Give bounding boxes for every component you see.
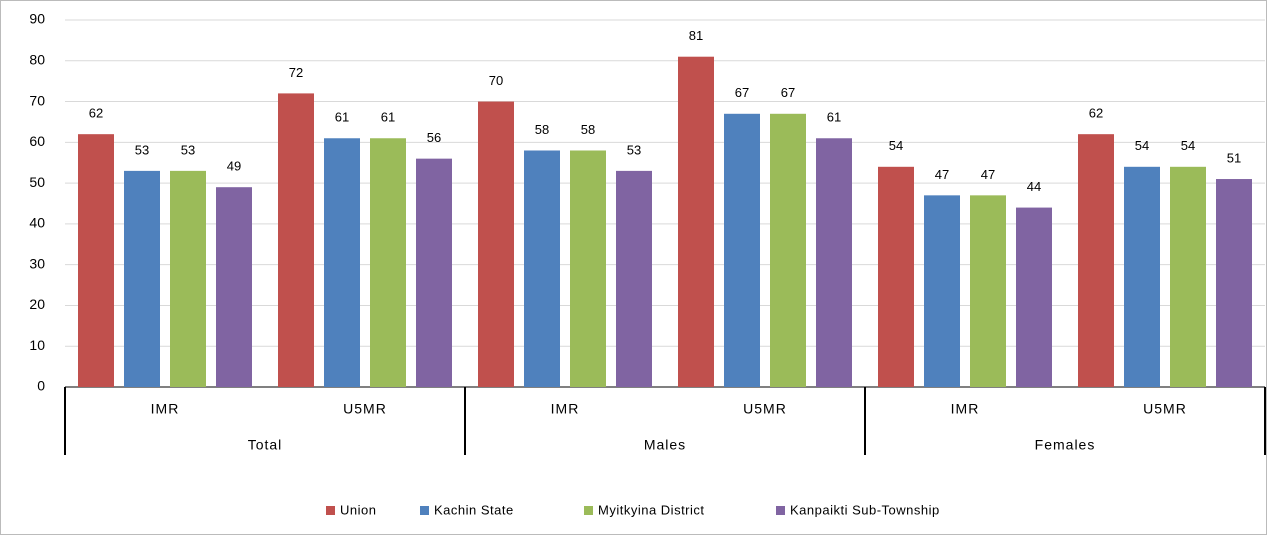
data-label: 67 [781, 85, 795, 100]
bar [370, 138, 406, 387]
data-label: 54 [1181, 138, 1195, 153]
x-tick-label: IMR [551, 401, 580, 417]
data-label: 61 [381, 110, 395, 125]
bar [924, 195, 960, 387]
bar [770, 113, 806, 388]
bar [1170, 166, 1206, 387]
data-label: 51 [1227, 150, 1241, 165]
bar [324, 138, 360, 387]
bar [524, 150, 560, 387]
x-tick-label: U5MR [1143, 401, 1187, 417]
legend-swatch [776, 506, 785, 515]
data-label: 56 [427, 130, 441, 145]
x-tick-label: U5MR [343, 401, 387, 417]
data-label: 62 [1089, 106, 1103, 121]
data-label: 47 [935, 167, 949, 182]
group-label: Females [1035, 437, 1096, 453]
bar [170, 170, 206, 387]
bar [1078, 134, 1114, 387]
legend-swatch [420, 506, 429, 515]
legend-label: Kanpaikti Sub-Township [790, 502, 940, 517]
y-tick-label: 0 [37, 378, 45, 394]
data-label: 70 [489, 73, 503, 88]
group-label: Males [644, 437, 686, 453]
legend-swatch [326, 506, 335, 515]
legend-label: Kachin State [434, 502, 514, 517]
y-tick-label: 90 [29, 11, 45, 27]
data-label: 81 [689, 28, 703, 43]
bar [570, 150, 606, 387]
x-tick-label: U5MR [743, 401, 787, 417]
y-tick-label: 60 [29, 133, 45, 149]
data-label: 62 [89, 106, 103, 121]
bar [724, 113, 760, 388]
bar [616, 170, 652, 387]
y-tick-label: 50 [29, 174, 45, 190]
bar [78, 134, 114, 387]
bar [878, 166, 914, 387]
group-label: Total [248, 437, 283, 453]
bar [478, 101, 514, 388]
data-label: 54 [1135, 138, 1149, 153]
y-tick-label: 20 [29, 296, 45, 312]
x-tick-label: IMR [151, 401, 180, 417]
y-tick-label: 80 [29, 51, 45, 67]
bar [278, 93, 314, 388]
y-tick-label: 10 [29, 337, 45, 353]
legend-swatch [584, 506, 593, 515]
bar [124, 170, 160, 387]
bar [1216, 179, 1252, 387]
data-label: 58 [535, 122, 549, 137]
y-tick-label: 40 [29, 215, 45, 231]
data-label: 53 [627, 142, 641, 157]
data-label: 67 [735, 85, 749, 100]
legend-label: Myitkyina District [598, 502, 705, 517]
data-label: 61 [827, 110, 841, 125]
bar [970, 195, 1006, 387]
data-label: 44 [1027, 179, 1041, 194]
x-tick-label: IMR [951, 401, 980, 417]
data-label: 54 [889, 138, 903, 153]
data-label: 53 [181, 142, 195, 157]
data-label: 49 [227, 159, 241, 174]
bar [416, 158, 452, 387]
data-label: 58 [581, 122, 595, 137]
y-tick-label: 70 [29, 92, 45, 108]
bar [216, 187, 252, 387]
data-label: 53 [135, 142, 149, 157]
bar [816, 138, 852, 387]
data-label: 47 [981, 167, 995, 182]
y-tick-label: 30 [29, 255, 45, 271]
bar [1124, 166, 1160, 387]
bar [1016, 207, 1052, 387]
legend-label: Union [340, 502, 376, 517]
data-label: 72 [289, 65, 303, 80]
data-label: 61 [335, 110, 349, 125]
bar [678, 56, 714, 387]
